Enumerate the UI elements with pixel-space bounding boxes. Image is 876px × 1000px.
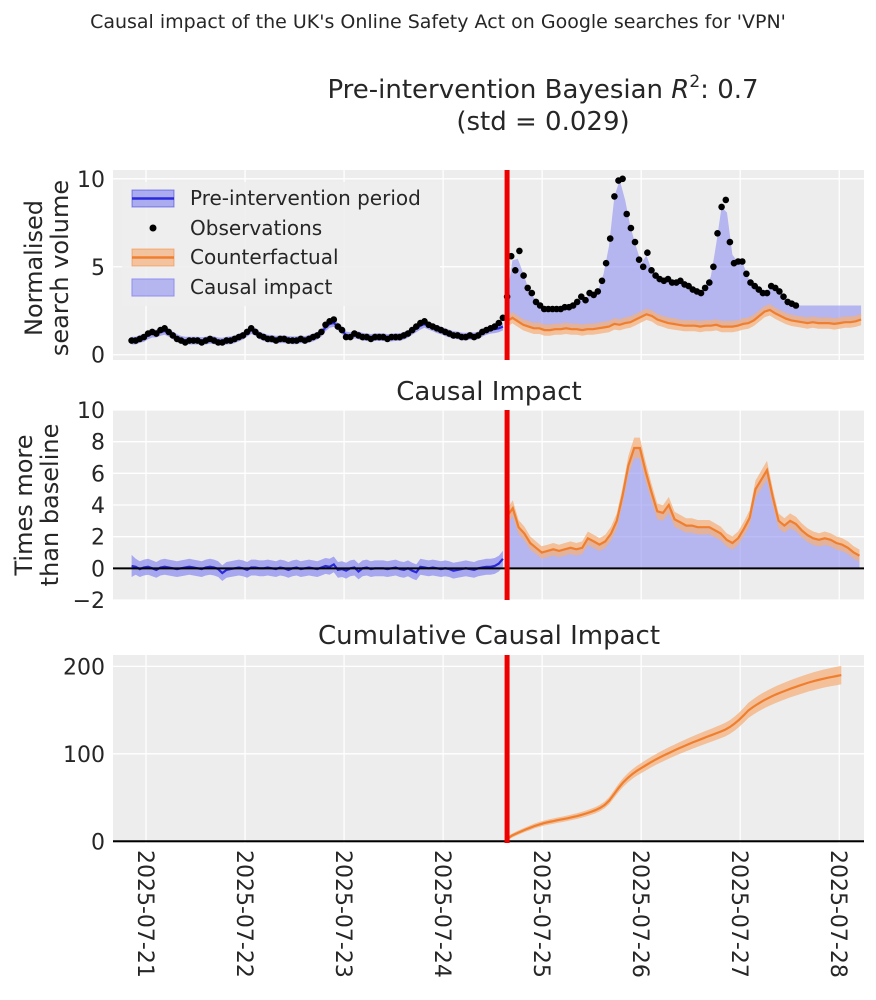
x-tick-label-7: 2025-07-28 — [825, 850, 850, 978]
observation-point — [516, 247, 523, 255]
cumulative-band — [507, 665, 842, 841]
observation-point — [606, 235, 614, 242]
panel2-ytick-label-1: 0 — [91, 557, 105, 582]
legend-label-causal-impact: Causal impact — [190, 275, 332, 299]
panel3-ytick-label-0: 0 — [91, 830, 105, 855]
causal-impact-panel: −2 0 2 4 6 8 10 — [73, 399, 864, 614]
x-tick-label-2: 2025-07-23 — [330, 850, 355, 978]
observation-point — [718, 203, 725, 211]
legend-swatch-causal-impact — [131, 278, 175, 297]
observation-point — [611, 193, 618, 200]
panel1-ytick-label-1: 5 — [91, 256, 105, 281]
x-tick-label-6: 2025-07-27 — [726, 850, 751, 978]
observation-point — [644, 249, 651, 256]
x-tick-label-3: 2025-07-24 — [429, 850, 454, 978]
x-tick-label-5: 2025-07-26 — [627, 850, 652, 978]
impact-area — [507, 448, 860, 569]
observation-point — [602, 259, 610, 267]
legend: Pre-intervention period Observations Cou… — [122, 182, 440, 306]
observation-point — [710, 263, 717, 271]
observation-point — [706, 279, 713, 286]
x-tick-label-1: 2025-07-22 — [231, 850, 256, 978]
observation-point — [739, 258, 746, 265]
observation-point — [623, 210, 630, 218]
observation-point — [631, 238, 639, 246]
impact-line — [506, 446, 861, 557]
observed-panel: 0 5 10 — [77, 168, 864, 369]
panel2-ytick-label-5: 8 — [91, 431, 105, 456]
panel3-ytick-label-2: 200 — [63, 655, 105, 680]
observation-point — [780, 293, 787, 301]
panel2-ytick-label-2: 2 — [91, 526, 105, 551]
observation-point — [726, 238, 734, 246]
observation-point — [524, 284, 531, 292]
observation-point — [639, 263, 647, 271]
observation-point — [648, 267, 655, 274]
cumulative-line — [506, 674, 842, 840]
observation-point — [582, 296, 589, 304]
panel3-ytick-label-1: 100 — [63, 743, 105, 768]
observation-point — [792, 302, 800, 309]
panel3-title: Cumulative Causal Impact — [318, 621, 660, 651]
observation-point — [495, 319, 503, 327]
observation-point — [697, 289, 705, 297]
panel2-ytick-label-4: 6 — [91, 462, 105, 487]
observation-point — [701, 284, 709, 292]
panel2-ylabel-line2: than baseline — [36, 424, 64, 587]
observation-point — [594, 288, 602, 295]
observation-point — [512, 267, 519, 274]
observation-point — [598, 277, 606, 285]
legend-label-counterfactual: Counterfactual — [190, 245, 339, 269]
observation-point — [627, 224, 635, 232]
pre-impact-band — [131, 550, 503, 581]
cumulative-impact-panel: 0 100 200 — [63, 655, 864, 855]
impact-band — [507, 437, 860, 562]
legend-box — [122, 182, 440, 306]
panel3-background — [113, 655, 864, 843]
observation-point — [520, 272, 527, 279]
observation-point — [619, 175, 626, 183]
panel1-title-line1: Pre-intervention Bayesian R2: 0.7 — [327, 72, 758, 105]
observation-point — [714, 230, 721, 237]
x-tick-label-4: 2025-07-25 — [528, 850, 553, 978]
observation-point — [318, 328, 325, 336]
x-axis-ticks: 2025-07-21 2025-07-22 2025-07-23 2025-07-24… — [132, 850, 850, 978]
legend-marker-observations — [149, 224, 157, 232]
observation-point — [763, 289, 771, 297]
observation-point — [635, 256, 643, 264]
panel1-ylabel-line2: search volume — [46, 180, 74, 356]
panel1-ylabel-line1: Normalised — [20, 200, 48, 336]
panel2-ytick-label-6: 10 — [77, 399, 105, 424]
panel2-ylabel-line1: Times more — [10, 434, 38, 576]
observation-point — [743, 270, 750, 278]
observation-point — [528, 289, 536, 297]
x-tick-label-0: 2025-07-21 — [132, 850, 157, 978]
counterfactual-line — [506, 308, 862, 332]
panel2-ytick-label-3: 4 — [91, 494, 105, 519]
observation-point — [330, 316, 338, 323]
figure-suptitle: Causal impact of the UK's Online Safety … — [90, 11, 786, 33]
observation-point — [338, 326, 346, 334]
panel1-ytick-label-2: 10 — [77, 168, 105, 193]
panel1-ytick-label-0: 0 — [91, 344, 105, 369]
panel2-title: Causal Impact — [396, 377, 581, 407]
observation-point — [722, 196, 730, 204]
panel1-title-line2: (std = 0.029) — [456, 107, 629, 137]
panel2-ytick-label-0: −2 — [73, 589, 105, 614]
observation-point — [573, 298, 581, 306]
observation-point — [499, 314, 507, 322]
observation-point — [776, 288, 783, 295]
legend-label-pre: Pre-intervention period — [190, 186, 421, 210]
legend-label-observations: Observations — [190, 216, 322, 240]
